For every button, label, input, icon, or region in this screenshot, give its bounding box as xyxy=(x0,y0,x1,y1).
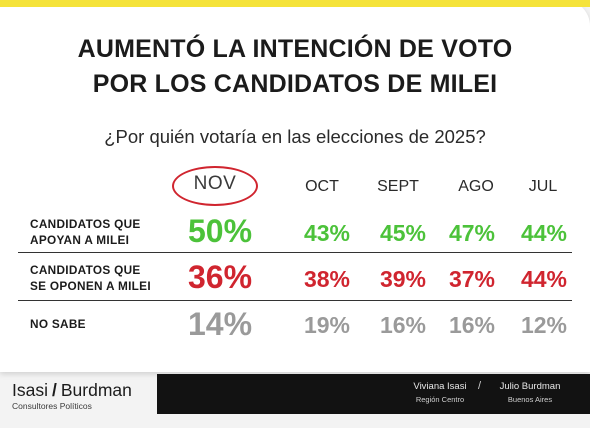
brand-logo: Isasi / Burdman xyxy=(12,380,132,401)
footer-bar xyxy=(157,374,590,414)
value-support-sept: 45% xyxy=(379,220,427,246)
value-oppose-nov: 36% xyxy=(187,259,253,295)
row-divider xyxy=(18,300,572,301)
column-header-oct: OCT xyxy=(305,178,339,195)
row-label-unsure: NO SABE xyxy=(30,316,180,332)
logo-slash: / xyxy=(51,380,57,400)
logo-left-text: Isasi xyxy=(12,380,48,400)
value-support-nov: 50% xyxy=(187,213,253,249)
column-header-sept: SEPT xyxy=(377,178,419,195)
value-oppose-jul: 44% xyxy=(520,266,568,292)
value-unsure-nov: 14% xyxy=(187,306,253,342)
footer-person2-name: Julio Burdman xyxy=(499,381,561,392)
column-header-ago: AGO xyxy=(458,178,494,195)
value-unsure-jul: 12% xyxy=(520,312,568,338)
logo-subtitle: Consultores Políticos xyxy=(12,401,92,411)
accent-bar xyxy=(0,0,590,7)
footer-person1-region: Región Centro xyxy=(415,395,465,404)
row-divider xyxy=(18,252,572,253)
logo-right-text: Burdman xyxy=(60,380,132,400)
value-oppose-oct: 38% xyxy=(303,266,351,292)
row-label-oppose: CANDIDATOS QUE SE OPONEN A MILEI xyxy=(30,262,180,294)
value-support-oct: 43% xyxy=(303,220,351,246)
column-header-jul: JUL xyxy=(528,178,558,195)
footer-person2-region: Buenos Aires xyxy=(507,395,553,404)
row-label-oppose-line1: CANDIDATOS QUE xyxy=(30,263,141,277)
value-unsure-sept: 16% xyxy=(379,312,427,338)
footer-separator: / xyxy=(478,380,482,392)
value-unsure-oct: 19% xyxy=(303,312,351,338)
highlight-ring xyxy=(172,166,258,206)
chart-title-line1: AUMENTÓ LA INTENCIÓN DE VOTO xyxy=(77,35,513,63)
column-header-nov: NOV xyxy=(193,173,237,194)
value-oppose-sept: 39% xyxy=(379,266,427,292)
value-support-ago: 47% xyxy=(448,220,496,246)
footer-person1-name: Viviana Isasi xyxy=(413,381,467,392)
row-label-oppose-line2: SE OPONEN A MILEI xyxy=(30,279,151,293)
row-label-support-line2: APOYAN A MILEI xyxy=(30,233,130,247)
row-label-support-line1: CANDIDATOS QUE xyxy=(30,217,141,231)
chart-subtitle: ¿Por quién votaría en las elecciones de … xyxy=(104,126,486,147)
chart-card xyxy=(0,0,590,372)
value-support-jul: 44% xyxy=(520,220,568,246)
value-unsure-ago: 16% xyxy=(448,312,496,338)
row-label-unsure-line1: NO SABE xyxy=(30,317,86,331)
chart-title-line2: POR LOS CANDIDATOS DE MILEI xyxy=(92,70,498,98)
row-label-support: CANDIDATOS QUE APOYAN A MILEI xyxy=(30,216,180,248)
value-oppose-ago: 37% xyxy=(448,266,496,292)
